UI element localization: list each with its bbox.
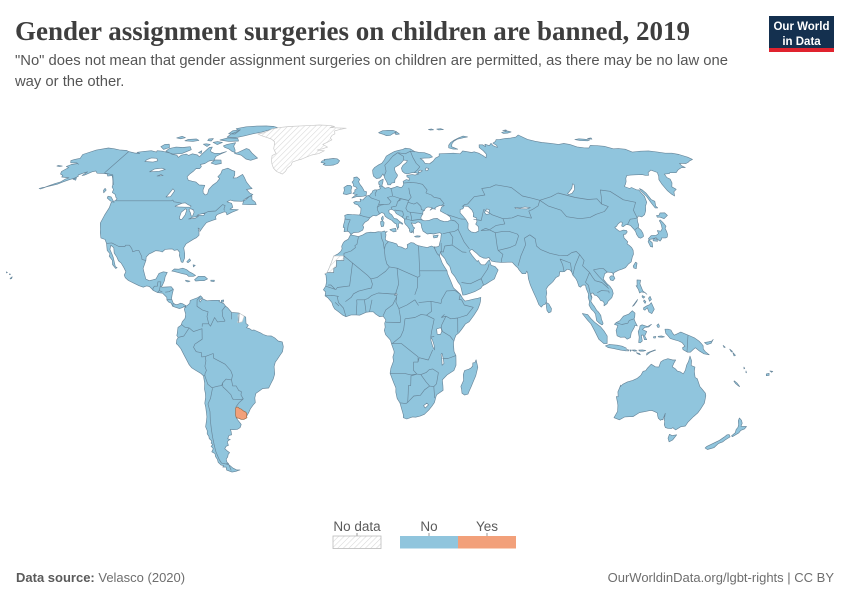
svg-text:Yes: Yes: [476, 519, 498, 534]
svg-text:No data: No data: [333, 519, 381, 534]
svg-text:No: No: [420, 519, 437, 534]
